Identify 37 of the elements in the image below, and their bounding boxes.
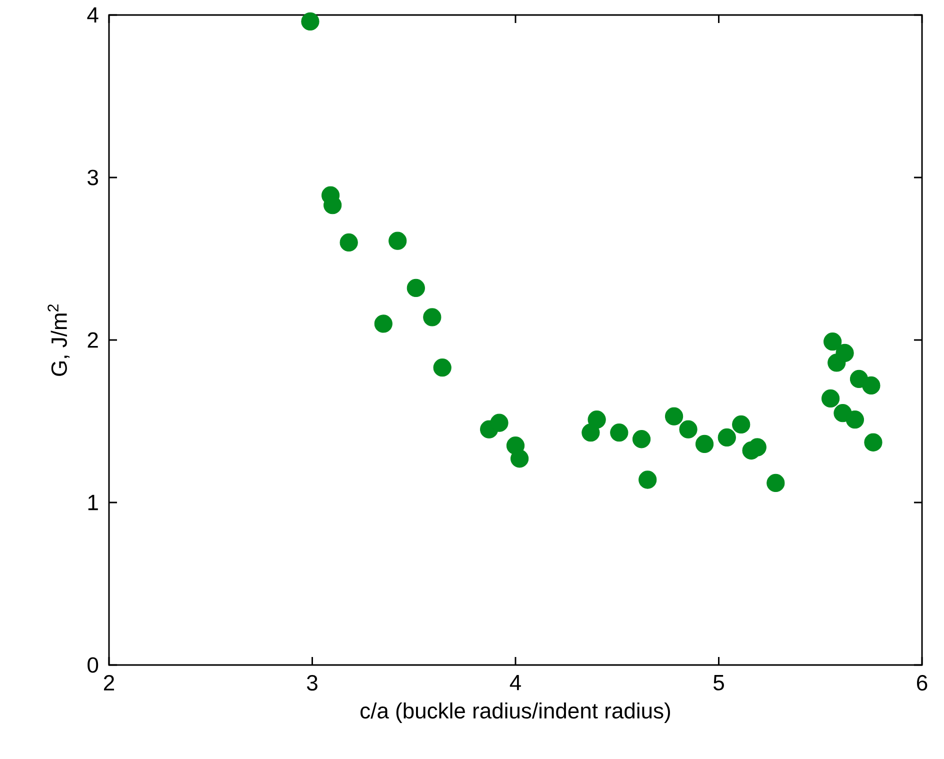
- x-tick-label: 2: [104, 675, 114, 690]
- x-axis-title: c/a (buckle radius/indent radius): [360, 702, 670, 723]
- x-tick-label: 6: [917, 675, 928, 691]
- point: [588, 410, 606, 429]
- x-tick-label: 3: [306, 675, 318, 691]
- x-tick-label: 5: [714, 675, 724, 690]
- point: [846, 410, 864, 429]
- point: [821, 389, 840, 408]
- point: [718, 428, 736, 447]
- point: [388, 232, 407, 250]
- point: [664, 407, 684, 426]
- point: [766, 474, 785, 492]
- point: [423, 308, 442, 326]
- point: [406, 278, 425, 298]
- point: [510, 450, 529, 468]
- point: [301, 12, 320, 31]
- y-axis-title: G, J/m$^{2}$: [48, 304, 70, 376]
- y-tick-label: 0: [88, 657, 98, 673]
- point: [824, 332, 842, 351]
- point: [638, 470, 657, 489]
- point: [695, 434, 714, 454]
- y-tick-label: 1: [88, 494, 98, 510]
- y-tick-label: 4: [87, 7, 98, 23]
- point: [374, 314, 392, 333]
- point: [836, 344, 854, 362]
- x-tick-label: 4: [510, 675, 521, 690]
- point: [340, 233, 358, 252]
- point: [490, 414, 508, 432]
- y-tick-label: 2: [88, 332, 98, 348]
- point: [864, 433, 882, 452]
- point: [610, 424, 628, 442]
- point: [679, 420, 698, 438]
- y-tick-label: 3: [88, 170, 98, 186]
- point: [632, 430, 651, 448]
- point: [862, 376, 880, 395]
- point: [732, 415, 750, 434]
- point: [433, 358, 452, 377]
